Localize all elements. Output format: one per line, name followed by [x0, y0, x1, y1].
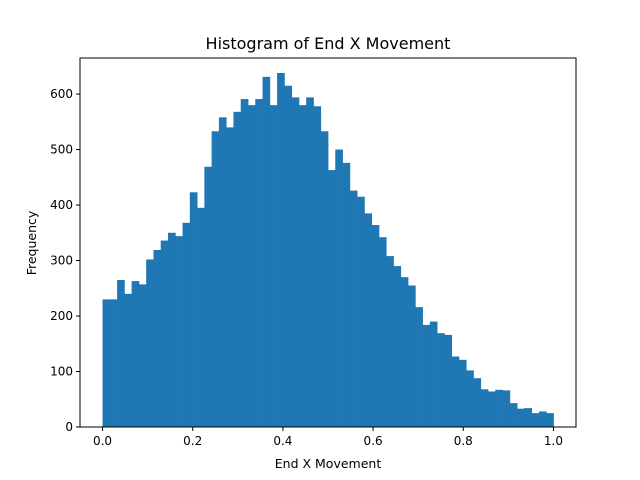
- histogram-bar: [269, 105, 278, 428]
- histogram-bar: [240, 99, 249, 428]
- histogram-bar: [226, 127, 234, 427]
- x-axis-label: End X Movement: [275, 456, 382, 471]
- histogram-bar: [437, 333, 445, 427]
- chart-title: Histogram of End X Movement: [206, 34, 451, 53]
- histogram-bar: [146, 259, 154, 427]
- histogram-bar: [488, 391, 496, 427]
- histogram-bar: [517, 408, 525, 427]
- histogram-bar: [284, 85, 293, 428]
- histogram-bar: [262, 76, 271, 428]
- histogram-bar: [277, 72, 285, 427]
- x-tick-label: 0.0: [93, 434, 112, 448]
- histogram-bar: [400, 277, 409, 427]
- y-tick-label: 0: [65, 420, 73, 434]
- histogram-bar: [189, 192, 198, 427]
- x-ticks: 0.0 0.2 0.4 0.6 0.8 1.0: [93, 427, 563, 448]
- histogram-bar: [117, 279, 125, 427]
- y-tick-label: 300: [50, 254, 73, 268]
- histogram-bar: [378, 237, 387, 427]
- histogram-bar: [233, 111, 242, 427]
- axes-frame: [79, 57, 577, 428]
- histogram-bar: [124, 293, 133, 427]
- histogram-bar: [349, 190, 358, 427]
- x-tick-label: 1.0: [544, 434, 563, 448]
- histogram-bar: [415, 307, 423, 427]
- histogram-bar: [371, 225, 380, 427]
- histogram-bar: [306, 97, 314, 427]
- y-tick-label: 400: [50, 198, 73, 212]
- histogram-bar: [320, 131, 329, 427]
- histogram-bar: [495, 389, 503, 427]
- histogram-bar: [131, 281, 140, 427]
- histogram-bar: [255, 99, 263, 428]
- histogram-bar: [429, 321, 438, 427]
- histogram-bar: [509, 403, 518, 427]
- histogram-bar: [538, 411, 547, 427]
- x-tick-label: 0.2: [183, 434, 202, 448]
- y-tick-label: 100: [50, 365, 73, 379]
- histogram-bar: [386, 256, 394, 427]
- histogram-bar: [248, 105, 256, 428]
- x-tick-label: 0.8: [454, 434, 473, 448]
- histogram-bar: [335, 149, 343, 427]
- histogram-bar: [298, 105, 307, 428]
- histogram-bar: [109, 299, 118, 427]
- histogram-bar: [480, 389, 489, 427]
- y-tick-label: 200: [50, 309, 73, 323]
- histogram-bar: [502, 390, 511, 427]
- y-ticks: 0 100 200 300 400 500 600: [50, 87, 80, 434]
- histogram-bar: [153, 249, 162, 427]
- histogram-bar: [524, 408, 533, 427]
- histogram-bar: [138, 284, 147, 427]
- histogram-bar: [313, 106, 322, 428]
- histogram-bar: [160, 240, 169, 427]
- histogram-bar: [458, 359, 467, 427]
- bars-group: [102, 72, 554, 428]
- histogram-bar: [408, 285, 416, 427]
- histogram-bar: [444, 334, 453, 427]
- histogram-bar: [473, 378, 482, 427]
- histogram-bar: [102, 299, 111, 427]
- histogram-bar: [364, 213, 373, 427]
- histogram-bar: [451, 356, 460, 427]
- histogram-bar: [357, 196, 365, 427]
- histogram-bar: [466, 370, 474, 427]
- histogram-bar: [175, 236, 183, 427]
- histogram-bar: [218, 117, 227, 428]
- histogram-bar: [393, 266, 402, 427]
- histogram-bar: [328, 170, 336, 427]
- y-tick-label: 600: [50, 87, 73, 101]
- histogram-bar: [342, 162, 351, 427]
- histogram-bar: [197, 207, 205, 427]
- plot-area: 0.0 0.2 0.4 0.6 0.8 1.0 0 100 200 300 400 500 600: [50, 57, 577, 448]
- histogram-bar: [204, 166, 213, 428]
- histogram-bar: [546, 413, 554, 427]
- y-tick-label: 500: [50, 143, 73, 157]
- x-tick-label: 0.6: [364, 434, 383, 448]
- histogram-bar: [422, 324, 431, 427]
- y-axis-label: Frequency: [24, 210, 39, 275]
- histogram-bar: [291, 97, 300, 427]
- histogram-bar: [168, 232, 176, 427]
- histogram-bar: [182, 222, 191, 427]
- histogram-bar: [531, 413, 540, 427]
- histogram-bar: [211, 131, 220, 427]
- x-tick-label: 0.4: [273, 434, 292, 448]
